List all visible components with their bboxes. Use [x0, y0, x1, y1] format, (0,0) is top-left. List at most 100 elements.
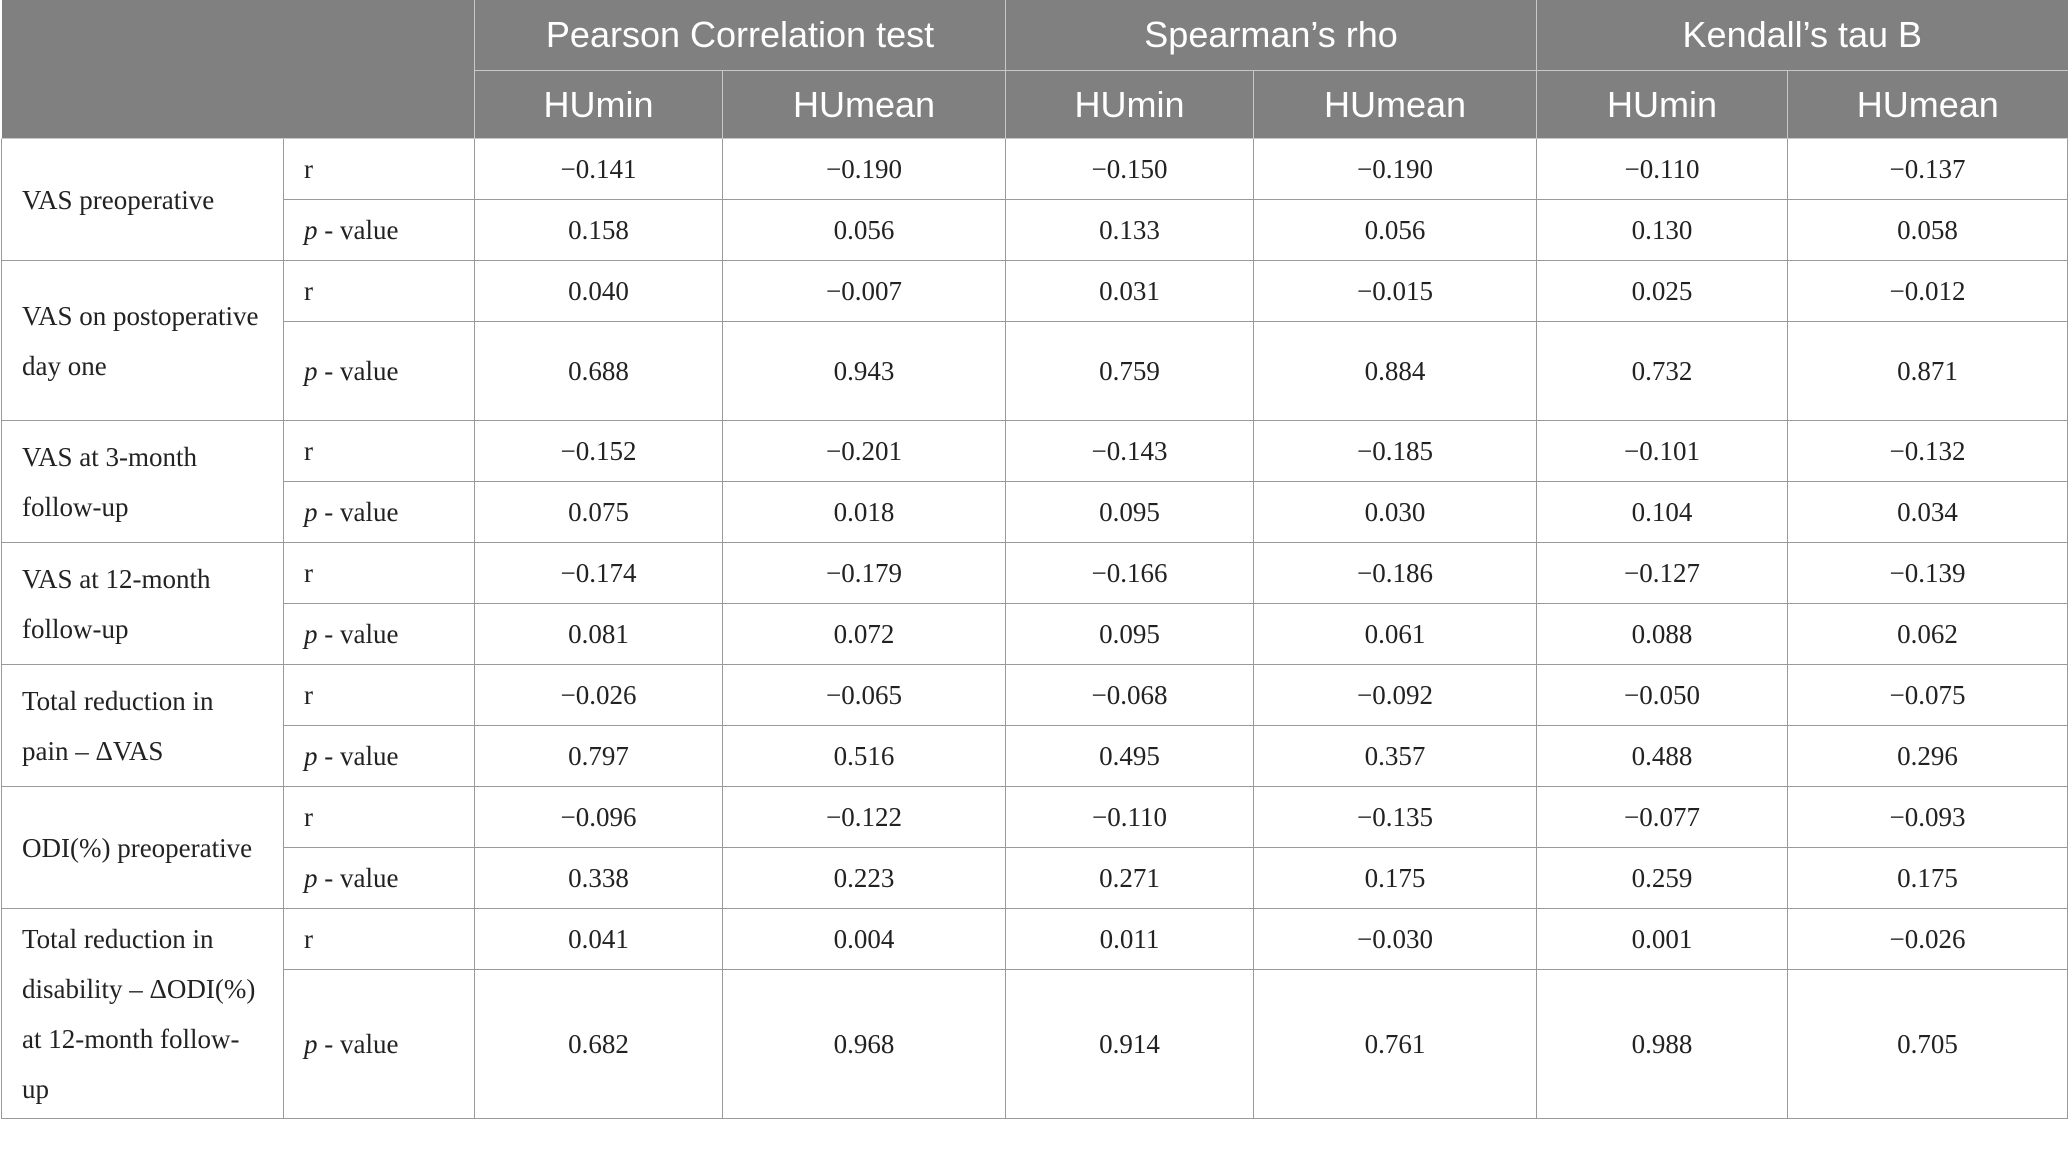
table-row: p - value 0.797 0.516 0.495 0.357 0.488 0.296 — [2, 725, 2068, 787]
p-value-cell: 0.130 — [1536, 199, 1789, 261]
p-letter: p — [304, 618, 318, 649]
table-row: Total reduction in disability – ΔODI(%) … — [1, 908, 2068, 1119]
p-letter: p — [304, 214, 318, 245]
header-blank-cell — [1, 0, 475, 139]
p-value-cell: 0.259 — [1536, 847, 1789, 909]
r-value-cell: −0.050 — [1536, 664, 1789, 726]
p-letter: p — [304, 740, 318, 771]
stat-label-r: r — [283, 138, 475, 200]
p-letter: p — [304, 862, 318, 893]
table-row: VAS preoperative r −0.141 −0.190 −0.150 −0.19… — [1, 138, 2068, 261]
subheader-kendall-humean: HUmean — [1787, 70, 2068, 139]
r-value-cell: −0.068 — [1005, 664, 1255, 726]
subheader-pearson-humin: HUmin — [474, 70, 723, 139]
stat-label-r: r — [283, 420, 475, 482]
outcome-label: VAS at 12-month follow-up — [1, 542, 284, 665]
r-value-cell: −0.143 — [1005, 420, 1255, 482]
p-value-cell: 0.759 — [1005, 321, 1255, 421]
table-row: VAS on postoperative day one r 0.040 −0.007… — [1, 260, 2068, 421]
p-value-cell: 0.056 — [721, 199, 1007, 261]
r-value-cell: 0.031 — [1005, 260, 1255, 322]
p-value-cell: 0.175 — [1253, 847, 1538, 909]
r-value-cell: −0.186 — [1253, 542, 1538, 604]
r-value-cell: 0.040 — [474, 260, 723, 322]
p-value-cell: 0.914 — [1005, 969, 1255, 1119]
p-value-cell: 0.682 — [474, 969, 723, 1119]
p-value-cell: 0.223 — [721, 847, 1007, 909]
r-value-cell: −0.135 — [1253, 786, 1538, 848]
correlation-table: Pearson Correlation test Spearman’s rho … — [1, 0, 2068, 1119]
r-value-cell: 0.025 — [1536, 260, 1789, 322]
stat-label-p: p - value — [283, 847, 475, 909]
r-value-cell: −0.139 — [1787, 542, 2068, 604]
p-value-cell: 0.072 — [721, 603, 1007, 665]
p-value-cell: 0.034 — [1787, 481, 2068, 543]
r-value-cell: −0.030 — [1253, 908, 1538, 970]
r-value-cell: −0.101 — [1536, 420, 1789, 482]
p-value-cell: 0.271 — [1005, 847, 1255, 909]
r-value-cell: −0.077 — [1536, 786, 1789, 848]
r-value-cell: −0.179 — [721, 542, 1007, 604]
stat-label-r: r — [283, 260, 475, 322]
p-letter: p — [304, 496, 318, 527]
stat-label-p: p - value — [283, 725, 475, 787]
table-row: p - value 0.081 0.072 0.095 0.061 0.088 0.062 — [2, 603, 2068, 665]
outcome-label: Total reduction in disability – ΔODI(%) … — [1, 908, 284, 1119]
table-row: p - value 0.158 0.056 0.133 0.056 0.130 0.058 — [2, 199, 2068, 261]
table-row: p - value 0.688 0.943 0.759 0.884 0.732 0.871 — [2, 321, 2068, 421]
table-header: Pearson Correlation test Spearman’s rho … — [1, 0, 2068, 139]
subheader-pearson-humean: HUmean — [721, 70, 1006, 139]
table-row: p - value 0.682 0.968 0.914 0.761 0.988 0.705 — [2, 969, 2068, 1119]
stat-label-p: p - value — [283, 199, 475, 261]
p-value-cell: 0.732 — [1536, 321, 1789, 421]
r-value-cell: −0.150 — [1005, 138, 1255, 200]
r-value-cell: −0.026 — [1787, 908, 2068, 970]
stat-label-p: p - value — [283, 603, 475, 665]
r-value-cell: −0.137 — [1787, 138, 2068, 200]
p-value-cell: 0.104 — [1536, 481, 1789, 543]
p-value-cell: 0.357 — [1253, 725, 1538, 787]
r-value-cell: −0.110 — [1536, 138, 1789, 200]
p-suffix: - value — [317, 1028, 399, 1059]
r-value-cell: −0.201 — [721, 420, 1007, 482]
p-value-cell: 0.871 — [1787, 321, 2068, 421]
p-value-cell: 0.018 — [721, 481, 1007, 543]
r-value-cell: −0.190 — [721, 138, 1007, 200]
p-value-cell: 0.495 — [1005, 725, 1255, 787]
p-value-cell: 0.081 — [474, 603, 723, 665]
p-value-cell: 0.705 — [1787, 969, 2068, 1119]
r-value-cell: −0.141 — [474, 138, 723, 200]
p-value-cell: 0.030 — [1253, 481, 1538, 543]
r-value-cell: −0.093 — [1787, 786, 2068, 848]
p-value-cell: 0.062 — [1787, 603, 2068, 665]
r-value-cell: 0.011 — [1005, 908, 1255, 970]
p-value-cell: 0.338 — [474, 847, 723, 909]
subheader-spearman-humean: HUmean — [1253, 70, 1537, 139]
stat-label-r: r — [283, 908, 475, 970]
r-value-cell: −0.152 — [474, 420, 723, 482]
p-value-cell: 0.516 — [721, 725, 1007, 787]
outcome-label: Total reduction in pain – ΔVAS — [1, 664, 284, 787]
p-value-cell: 0.884 — [1253, 321, 1538, 421]
r-value-cell: −0.075 — [1787, 664, 2068, 726]
p-suffix: - value — [317, 740, 399, 771]
table-row: Total reduction in pain – ΔVAS r −0.026 −0.… — [1, 664, 2068, 787]
p-value-cell: 0.061 — [1253, 603, 1538, 665]
p-suffix: - value — [317, 618, 399, 649]
stat-label-r: r — [283, 664, 475, 726]
p-value-cell: 0.158 — [474, 199, 723, 261]
p-suffix: - value — [317, 496, 399, 527]
p-value-cell: 0.688 — [474, 321, 723, 421]
r-value-cell: −0.007 — [721, 260, 1007, 322]
stat-label-p: p - value — [283, 969, 475, 1119]
p-value-cell: 0.988 — [1536, 969, 1789, 1119]
p-suffix: - value — [317, 862, 399, 893]
subheader-spearman-humin: HUmin — [1005, 70, 1254, 139]
stat-label-p: p - value — [283, 481, 475, 543]
p-value-cell: 0.088 — [1536, 603, 1789, 665]
p-value-cell: 0.075 — [474, 481, 723, 543]
stat-label-r: r — [283, 542, 475, 604]
p-suffix: - value — [317, 355, 399, 386]
r-value-cell: −0.122 — [721, 786, 1007, 848]
r-value-cell: 0.001 — [1536, 908, 1789, 970]
